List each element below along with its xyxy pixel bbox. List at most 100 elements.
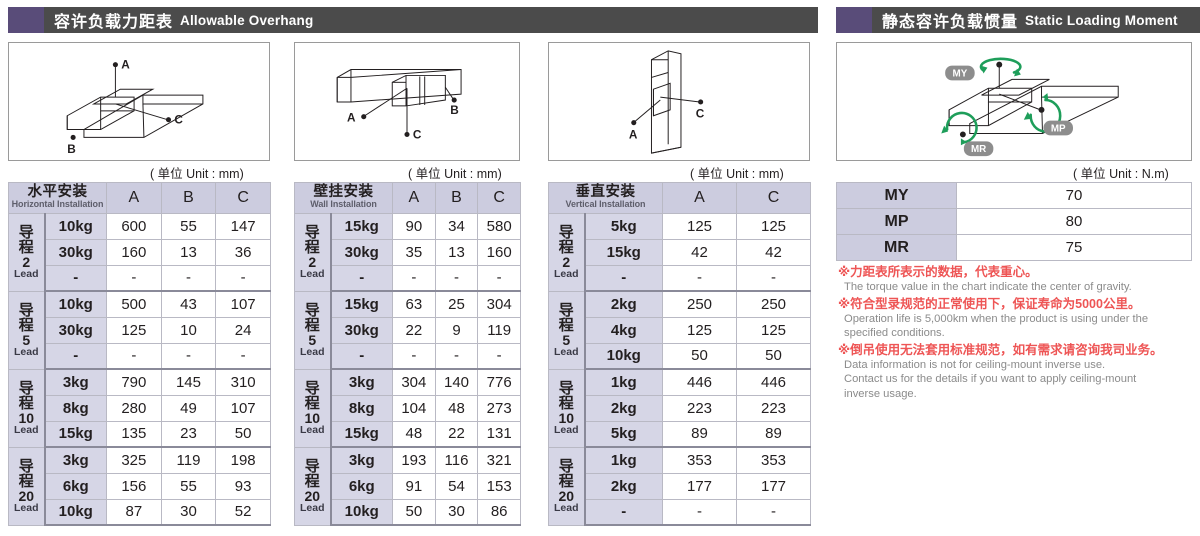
load-cell: - bbox=[44, 342, 107, 371]
table-row: ---- bbox=[295, 264, 521, 293]
value-cell-b: 48 bbox=[434, 394, 479, 422]
value-cell-a: 193 bbox=[392, 446, 436, 474]
value-cell-a: 125 bbox=[662, 212, 737, 240]
value-cell-c: 125 bbox=[736, 212, 811, 240]
static-moment-diagram: MY MP MR bbox=[836, 42, 1192, 161]
value-cell-c: 86 bbox=[477, 498, 521, 527]
load-cell: - bbox=[44, 264, 107, 293]
note-item-2: ※符合型录规范的正常使用下，保证寿命为5000公里。 Operation life… bbox=[838, 296, 1200, 341]
value-cell-a: - bbox=[392, 264, 436, 293]
value-cell-a: 91 bbox=[392, 472, 436, 500]
table-row: 导程 20 Lead 3kg 193 116 321 bbox=[294, 446, 521, 526]
table-row: 30kg 160 13 36 bbox=[9, 238, 271, 266]
figure-label-a: A bbox=[347, 112, 356, 125]
note-text-en: The torque value in the chart indicate t… bbox=[844, 281, 1132, 293]
svg-text:MP: MP bbox=[1051, 123, 1066, 134]
value-cell-a: 50 bbox=[662, 342, 737, 371]
load-cell: 8kg bbox=[44, 394, 107, 422]
value-cell-b: 55 bbox=[160, 212, 217, 240]
value-cell-c: 52 bbox=[215, 498, 271, 527]
moment-label-mr: MR bbox=[963, 141, 994, 157]
value-cell-a: - bbox=[106, 342, 162, 371]
value-cell-c: 776 bbox=[477, 368, 521, 396]
column-header-a: A bbox=[106, 182, 162, 214]
table-row: 6kg 156 55 93 bbox=[9, 472, 271, 500]
value-cell-c: - bbox=[215, 264, 271, 293]
section-header-allowable-overhang: 容许负载力距表 Allowable Overhang bbox=[8, 7, 818, 33]
table-title-en: Vertical Installation bbox=[565, 199, 646, 210]
value-cell-a: 63 bbox=[392, 290, 436, 318]
load-cell: 2kg bbox=[584, 290, 663, 318]
value-cell-b: 34 bbox=[434, 212, 479, 240]
load-cell: 10kg bbox=[329, 498, 394, 527]
value-cell-c: 119 bbox=[477, 316, 521, 344]
load-cell: 6kg bbox=[44, 472, 107, 500]
table-row: 10kg 50 50 bbox=[549, 342, 811, 371]
lead-label-20: 导程 20 Lead bbox=[294, 446, 332, 526]
value-cell-c: 177 bbox=[736, 472, 811, 500]
value-cell-c: 50 bbox=[215, 420, 271, 449]
value-cell-b: 22 bbox=[434, 420, 479, 449]
figure-label-a: A bbox=[629, 128, 638, 141]
value-cell-b: 30 bbox=[160, 498, 217, 527]
value-cell-b: 119 bbox=[160, 446, 217, 474]
figure-label-c: C bbox=[174, 114, 183, 127]
table-header-row: 壁挂安装 Wall Installation A B C bbox=[293, 182, 521, 214]
value-cell-a: 304 bbox=[392, 368, 436, 396]
load-cell: 30kg bbox=[329, 316, 394, 344]
value-cell-c: 107 bbox=[215, 394, 271, 422]
note-text-en: Data information is not for ceiling-moun… bbox=[844, 358, 1106, 371]
value-cell-b: 23 bbox=[160, 420, 217, 449]
note-text-en: Contact us for the details if you want t… bbox=[844, 373, 1137, 386]
lead-label-2: 导程 2 Lead bbox=[548, 212, 586, 292]
value-cell-c: 24 bbox=[215, 316, 271, 344]
load-cell: 2kg bbox=[584, 394, 663, 422]
value-cell-c: 304 bbox=[477, 290, 521, 318]
figure-label-c: C bbox=[696, 108, 705, 121]
load-cell: 15kg bbox=[44, 420, 107, 449]
table-row: 导程 10 Lead 1kg 446 446 bbox=[548, 368, 811, 448]
load-cell: 10kg bbox=[584, 342, 663, 371]
value-cell-c: 125 bbox=[736, 316, 811, 344]
value-cell-c: 223 bbox=[736, 394, 811, 422]
column-header-b: B bbox=[434, 182, 479, 214]
value-cell-b: 13 bbox=[160, 238, 217, 266]
static-loading-moment-table: MY 70 MP 80 MR 75 bbox=[836, 182, 1192, 261]
value-cell-c: 153 bbox=[477, 472, 521, 500]
load-cell: 10kg bbox=[44, 212, 107, 240]
section-title-cn: 静态容许负载惯量 bbox=[882, 14, 1019, 31]
load-cell: 3kg bbox=[44, 446, 107, 474]
load-cell: - bbox=[584, 498, 663, 527]
value-cell-a: 87 bbox=[106, 498, 162, 527]
section-title-en: Allowable Overhang bbox=[180, 12, 314, 28]
value-cell-b: - bbox=[434, 264, 479, 293]
lead-label-10: 导程 10 Lead bbox=[548, 368, 586, 448]
load-cell: 3kg bbox=[44, 368, 107, 396]
value-cell-a: 790 bbox=[106, 368, 162, 396]
value-cell-a: - bbox=[662, 498, 737, 527]
table-row: 2kg 177 177 bbox=[549, 472, 811, 500]
unit-caption-mm: ( 单位 Unit : mm) bbox=[690, 167, 784, 181]
value-cell-a: 135 bbox=[106, 420, 162, 449]
wall-overhang-diagram: A C B bbox=[294, 42, 520, 161]
value-cell-c: - bbox=[477, 342, 521, 371]
value-cell-a: 600 bbox=[106, 212, 162, 240]
value-cell-a: 250 bbox=[662, 290, 737, 318]
value-cell-c: 160 bbox=[477, 238, 521, 266]
load-cell: 3kg bbox=[329, 368, 394, 396]
load-cell: 1kg bbox=[584, 368, 663, 396]
notes-block: ※力距表所表示的数据，代表重心。 The torque value in the … bbox=[838, 264, 1200, 402]
table-row: 导程 2 Lead 10kg 600 55 147 bbox=[8, 212, 271, 292]
table-row: ---- bbox=[295, 342, 521, 371]
table-row: 30kg 35 13 160 bbox=[295, 238, 521, 266]
unit-caption-mm: ( 单位 Unit : mm) bbox=[408, 167, 502, 181]
figure-label-a: A bbox=[121, 59, 130, 72]
value-cell-b: 43 bbox=[160, 290, 217, 318]
note-text-en: specified conditions. bbox=[844, 327, 945, 340]
table-row: 导程 10 Lead 3kg 790 145 310 bbox=[8, 368, 271, 448]
load-cell: 15kg bbox=[329, 420, 394, 449]
load-cell: 5kg bbox=[584, 420, 663, 449]
load-cell: 1kg bbox=[584, 446, 663, 474]
value-cell-a: 177 bbox=[662, 472, 737, 500]
